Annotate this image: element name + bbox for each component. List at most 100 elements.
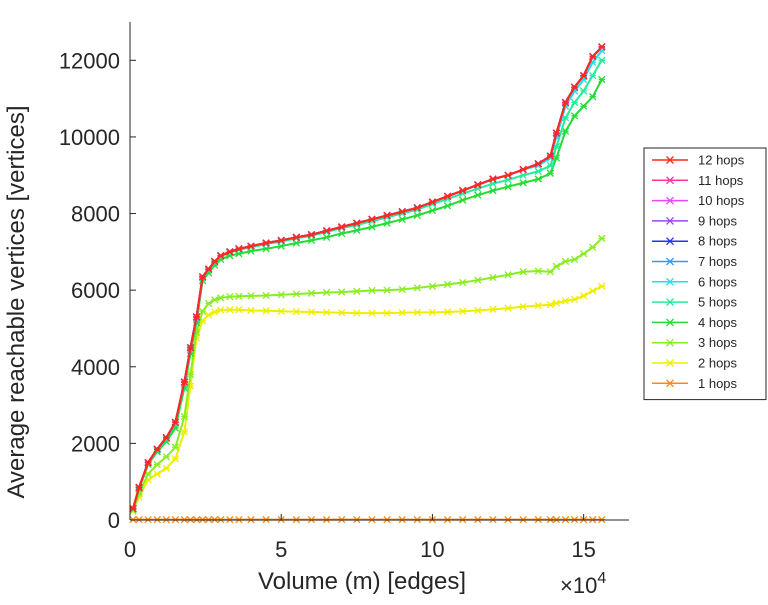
legend-entry: 12 hops <box>652 153 745 168</box>
data-point <box>204 311 213 319</box>
data-point <box>546 169 555 177</box>
data-point <box>589 287 597 295</box>
data-point <box>307 289 316 297</box>
data-point <box>338 229 346 238</box>
data-point <box>398 207 406 216</box>
legend-entry: 4 hops <box>652 315 738 330</box>
data-point <box>474 276 482 284</box>
data-point <box>428 308 437 317</box>
legend-label: 10 hops <box>698 193 745 208</box>
data-point <box>459 278 467 287</box>
data-point <box>474 191 482 199</box>
data-point <box>428 198 437 206</box>
data-point <box>474 306 482 315</box>
data-point <box>353 287 361 295</box>
data-point <box>322 227 331 235</box>
data-point <box>226 293 234 301</box>
data-point <box>235 306 243 314</box>
data-point <box>570 83 579 91</box>
data-point <box>579 102 588 110</box>
data-point <box>368 286 376 295</box>
data-point <box>198 273 207 281</box>
data-point <box>180 378 189 386</box>
legend-entry: 6 hops <box>652 274 738 289</box>
data-point <box>383 286 391 294</box>
data-point <box>204 265 213 273</box>
legend-label: 2 hops <box>698 356 738 371</box>
data-point <box>353 226 361 235</box>
y-tick-label: 6000 <box>71 278 120 303</box>
data-point <box>579 87 588 95</box>
legend-label: 4 hops <box>698 315 738 330</box>
data-point <box>171 443 180 451</box>
data-point <box>322 288 331 297</box>
data-point <box>247 242 255 250</box>
data-point <box>489 175 497 183</box>
legend-entry: 3 hops <box>652 335 738 350</box>
legend-label: 6 hops <box>698 274 738 289</box>
data-point <box>368 223 376 231</box>
data-point <box>235 292 243 300</box>
data-point <box>383 309 391 317</box>
x-axis-multiplier: ×104 <box>560 570 606 598</box>
data-point <box>579 71 588 80</box>
data-point <box>217 252 225 260</box>
data-point <box>489 305 497 313</box>
x-axis-multiplier-exponent: 4 <box>597 570 606 587</box>
legend-label: 3 hops <box>698 335 738 350</box>
data-point <box>579 250 588 258</box>
legend-label: 11 hops <box>698 173 744 188</box>
data-point <box>180 428 189 436</box>
data-point <box>504 304 512 312</box>
data-point <box>579 292 588 300</box>
data-point <box>322 233 331 241</box>
data-point <box>570 295 579 304</box>
y-tick-label: 12000 <box>59 48 120 73</box>
legend-entry: 11 hops <box>652 173 744 188</box>
data-point <box>262 307 270 315</box>
data-point <box>589 243 597 251</box>
data-point <box>135 483 143 492</box>
data-point <box>162 433 170 442</box>
data-point <box>247 306 255 315</box>
legend-entry: 10 hops <box>652 193 745 208</box>
data-point <box>504 183 512 191</box>
data-point <box>598 56 606 64</box>
data-point <box>546 268 555 276</box>
legend-entry: 9 hops <box>652 213 738 228</box>
data-point <box>192 313 201 321</box>
data-point <box>413 284 421 292</box>
data-point <box>561 127 570 135</box>
data-point <box>338 309 346 317</box>
data-point <box>204 299 213 308</box>
series-line <box>132 79 603 510</box>
data-point <box>598 282 606 290</box>
data-point <box>552 262 561 271</box>
data-point <box>353 219 361 227</box>
legend-entry: 7 hops <box>652 254 738 269</box>
data-point <box>398 215 406 223</box>
legend-label: 7 hops <box>698 254 738 269</box>
data-point <box>561 98 570 107</box>
data-point <box>211 296 219 304</box>
legend-label: 1 hops <box>698 376 738 391</box>
x-tick-label: 5 <box>275 537 287 562</box>
axes: 0 5 10 15 0 2000 4000 6000 8000 10000 12000 <box>59 22 629 562</box>
data-point <box>443 192 452 200</box>
data-point <box>153 445 161 453</box>
series-3-hops <box>129 234 606 515</box>
data-point <box>368 215 376 223</box>
data-point <box>338 223 346 231</box>
legend-entry: 2 hops <box>652 356 738 371</box>
data-point <box>217 306 225 314</box>
data-point <box>307 230 316 239</box>
data-point <box>368 309 376 317</box>
y-tick-label: 4000 <box>71 355 120 380</box>
data-point <box>443 202 452 210</box>
data-point <box>217 294 225 302</box>
y-tick-label: 2000 <box>71 431 120 456</box>
series-line <box>132 59 603 509</box>
data-point <box>162 453 170 461</box>
data-point <box>428 282 437 290</box>
